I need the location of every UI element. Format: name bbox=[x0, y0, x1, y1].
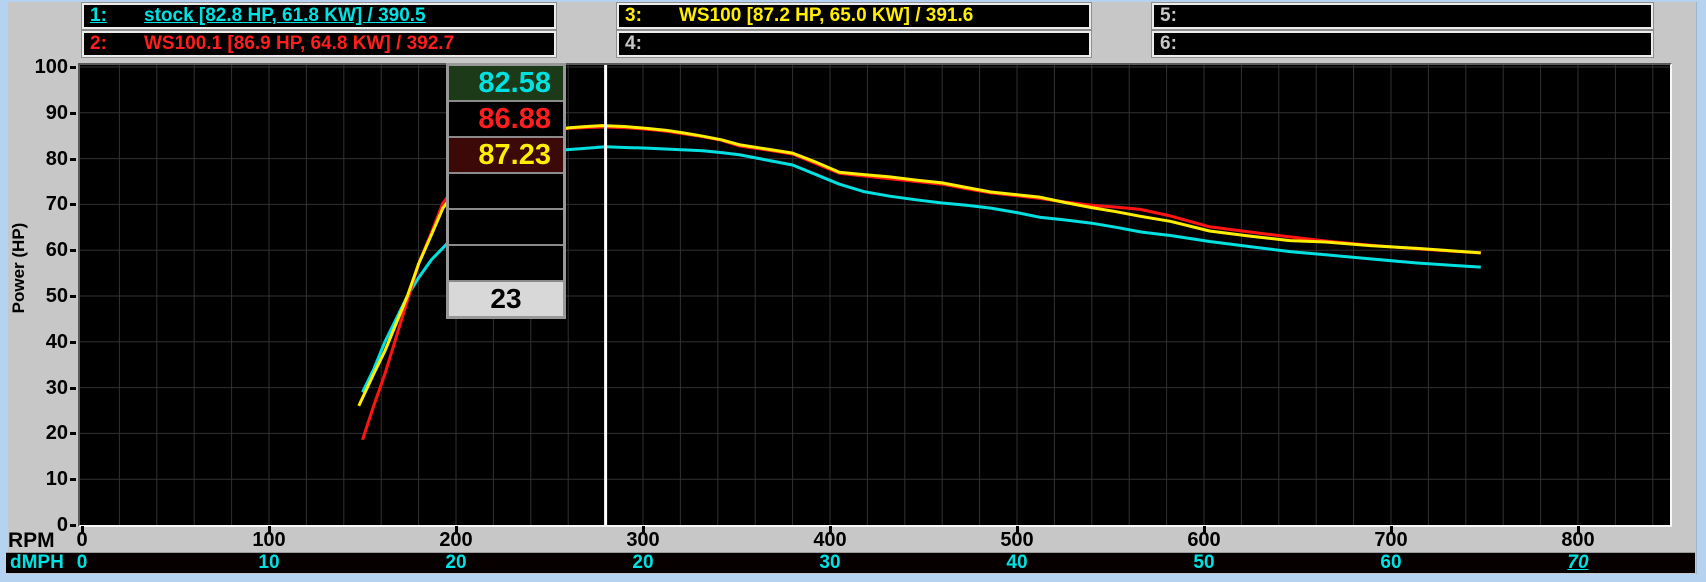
y-tick-label: 40 bbox=[45, 330, 68, 353]
y-tick-label: 70 bbox=[45, 193, 68, 216]
y-tick-label: 90 bbox=[45, 101, 68, 124]
x-tick-label: 700 bbox=[1374, 529, 1408, 551]
readout-value-5 bbox=[449, 210, 563, 246]
dyno-chart[interactable] bbox=[80, 65, 1670, 525]
dmph-axis-bar: dMPH 0 10 20 20 30 40 50 60 70 bbox=[6, 553, 1695, 573]
y-tick-mark bbox=[70, 111, 76, 115]
readout-value-6 bbox=[449, 246, 563, 282]
x-tick-label: 800 bbox=[1561, 529, 1595, 551]
y-tick-mark bbox=[70, 66, 76, 69]
y-tick-label: 0 bbox=[56, 514, 68, 536]
run-slot-1[interactable]: 1: stock [82.8 HP, 61.8 KW] / 390.5 bbox=[82, 3, 556, 29]
y-tick-mark bbox=[70, 203, 76, 207]
x-tick-label: 300 bbox=[626, 529, 660, 551]
x-tick-label: 400 bbox=[813, 529, 847, 551]
run-label: WS100 [87.2 HP, 65.0 KW] / 391.6 bbox=[679, 5, 974, 26]
x-tick-mark bbox=[642, 526, 645, 533]
run-number: 1: bbox=[90, 5, 107, 26]
dmph-value-current[interactable]: 70 bbox=[1567, 552, 1589, 573]
y-tick-mark bbox=[70, 249, 76, 253]
readout-value-1: 82.58 bbox=[449, 66, 563, 102]
run-label: stock [82.8 HP, 61.8 KW] / 390.5 bbox=[144, 5, 426, 26]
run-number: 5: bbox=[1160, 5, 1177, 26]
run-slot-2[interactable]: 2: WS100.1 [86.9 HP, 64.8 KW] / 392.7 bbox=[82, 31, 556, 57]
x-axis-title: RPM bbox=[8, 529, 55, 552]
y-tick-label: 80 bbox=[45, 147, 68, 170]
dmph-value: 30 bbox=[819, 552, 841, 573]
y-tick-label: 100 bbox=[34, 56, 68, 78]
run-number: 6: bbox=[1160, 33, 1177, 54]
dmph-value: 60 bbox=[1380, 552, 1402, 573]
y-tick-label: 60 bbox=[45, 239, 68, 262]
y-tick-label: 50 bbox=[45, 285, 68, 307]
run-slot-6[interactable]: 6: bbox=[1152, 31, 1653, 57]
x-tick-label: 100 bbox=[252, 529, 286, 551]
x-tick-label: 500 bbox=[1000, 529, 1034, 551]
y-tick-mark bbox=[70, 157, 76, 161]
run-number: 2: bbox=[90, 33, 107, 54]
run-slot-5[interactable]: 5: bbox=[1152, 3, 1653, 29]
dmph-value: 10 bbox=[258, 552, 280, 573]
run-label: WS100.1 [86.9 HP, 64.8 KW] / 392.7 bbox=[144, 33, 455, 54]
plot-area[interactable] bbox=[78, 63, 1672, 527]
x-tick-mark bbox=[1577, 526, 1580, 533]
x-tick-mark bbox=[1203, 526, 1206, 533]
x-tick-mark bbox=[1016, 526, 1019, 533]
readout-footer-value: 23 bbox=[449, 282, 563, 316]
run-slot-3[interactable]: 3: WS100 [87.2 HP, 65.0 KW] / 391.6 bbox=[617, 3, 1091, 29]
cursor-readout-box: 82.58 86.88 87.23 23 bbox=[446, 63, 566, 319]
dmph-value: 20 bbox=[632, 552, 654, 573]
y-tick-mark bbox=[70, 524, 76, 527]
x-tick-label: 200 bbox=[439, 529, 473, 551]
run-number: 4: bbox=[625, 33, 642, 54]
dmph-value: 20 bbox=[445, 552, 467, 573]
readout-value-2: 86.88 bbox=[449, 102, 563, 138]
dmph-value: 50 bbox=[1193, 552, 1215, 573]
x-tick-mark bbox=[829, 526, 832, 533]
y-tick-mark bbox=[70, 478, 76, 482]
x-tick-mark bbox=[81, 526, 84, 533]
x-tick-mark bbox=[1390, 526, 1393, 533]
x-tick-mark bbox=[268, 526, 271, 533]
y-tick-mark bbox=[70, 340, 76, 344]
cursor-line[interactable] bbox=[604, 65, 608, 525]
readout-value-4 bbox=[449, 174, 563, 210]
y-tick-label: 20 bbox=[45, 422, 68, 445]
x-tick-label: 600 bbox=[1187, 529, 1221, 551]
y-tick-mark bbox=[70, 386, 76, 390]
run-slot-4[interactable]: 4: bbox=[617, 31, 1091, 57]
readout-value-3: 87.23 bbox=[449, 138, 563, 174]
y-tick-label: 10 bbox=[45, 468, 68, 491]
y-tick-mark bbox=[70, 295, 76, 298]
y-tick-label: 30 bbox=[45, 376, 68, 399]
y-tick-mark bbox=[70, 432, 76, 436]
dmph-value: 0 bbox=[76, 552, 88, 573]
dmph-axis-title: dMPH bbox=[10, 552, 64, 573]
dmph-value: 40 bbox=[1006, 552, 1028, 573]
x-tick-label: 0 bbox=[76, 529, 88, 551]
x-tick-mark bbox=[455, 526, 458, 533]
run-number: 3: bbox=[625, 5, 642, 26]
